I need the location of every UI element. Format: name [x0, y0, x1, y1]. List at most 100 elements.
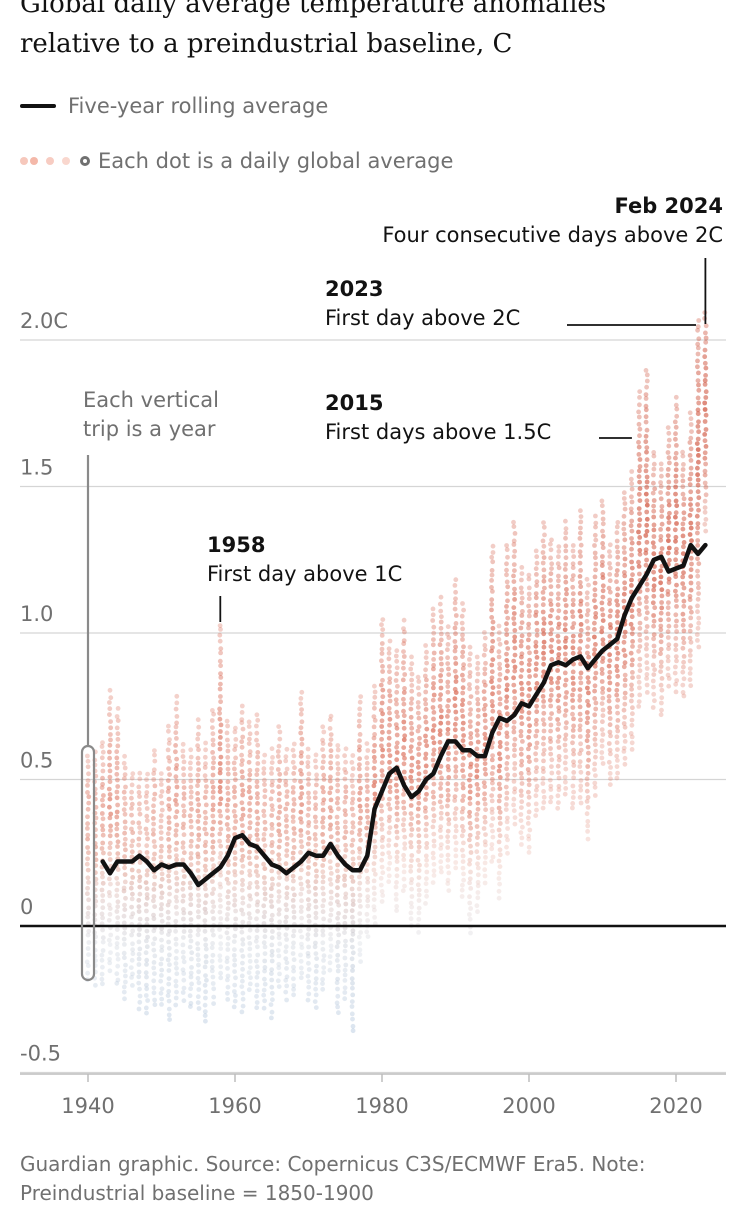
daily-dot — [578, 627, 584, 633]
y-tick-label: 1.0 — [20, 602, 53, 626]
daily-dot — [196, 813, 202, 819]
daily-dot — [497, 881, 502, 887]
daily-dot — [475, 721, 481, 727]
daily-dot — [409, 677, 414, 683]
daily-dot — [696, 336, 702, 342]
source-footer: Guardian graphic. Source: Copernicus C3S… — [20, 1150, 720, 1208]
daily-dot — [335, 743, 341, 748]
daily-dot — [504, 766, 509, 772]
daily-dot — [393, 842, 399, 848]
daily-dot — [240, 774, 245, 780]
daily-dot — [430, 789, 436, 795]
daily-dot — [115, 706, 121, 711]
daily-dot — [482, 849, 488, 855]
daily-dot — [85, 932, 91, 938]
daily-dot — [571, 789, 576, 795]
daily-dot — [490, 816, 496, 821]
daily-dot — [313, 824, 319, 830]
daily-dot — [526, 576, 532, 582]
daily-dot — [608, 733, 613, 739]
daily-dot — [548, 751, 554, 757]
daily-dot — [459, 613, 465, 619]
daily-dot — [210, 891, 215, 896]
daily-dot — [313, 992, 319, 998]
daily-dot — [593, 706, 599, 712]
daily-dot — [379, 778, 384, 784]
daily-dot — [460, 806, 466, 811]
daily-dot — [165, 957, 171, 963]
daily-dot — [180, 990, 186, 995]
daily-dot — [519, 633, 525, 639]
daily-dot — [511, 611, 517, 616]
daily-dot — [644, 474, 650, 480]
daily-dot — [430, 757, 436, 763]
daily-dot — [269, 832, 274, 838]
daily-dot — [159, 871, 165, 877]
daily-dot — [527, 674, 532, 679]
daily-dot — [593, 611, 599, 616]
year-dot-column — [114, 706, 121, 986]
daily-dot — [474, 654, 480, 660]
daily-dot — [313, 904, 319, 910]
daily-dot — [556, 645, 562, 651]
year-dot-column — [518, 565, 525, 847]
daily-dot — [240, 806, 246, 812]
daily-dot — [548, 739, 553, 744]
daily-dot — [607, 601, 612, 607]
daily-dot — [173, 798, 178, 803]
year-dot-column — [312, 752, 319, 1010]
daily-dot — [680, 690, 686, 695]
daily-dot — [637, 612, 642, 617]
year-dot-column — [283, 746, 290, 1003]
daily-dot — [85, 836, 90, 842]
daily-dot — [305, 754, 311, 760]
daily-dot — [564, 720, 569, 726]
daily-dot — [283, 902, 289, 908]
daily-dot — [261, 914, 267, 920]
daily-dot — [431, 662, 436, 668]
daily-dot — [453, 613, 459, 618]
daily-dot — [225, 723, 231, 729]
daily-dot — [195, 946, 201, 952]
daily-dot — [578, 783, 584, 789]
daily-dot — [585, 675, 591, 681]
daily-dot — [702, 521, 708, 527]
daily-dot — [534, 709, 540, 715]
daily-dot — [468, 869, 473, 875]
daily-dot — [349, 874, 355, 880]
daily-dot — [483, 771, 488, 777]
daily-dot — [445, 797, 451, 803]
daily-dot — [210, 909, 216, 915]
daily-dot — [364, 784, 370, 790]
daily-dot — [145, 771, 151, 777]
daily-dot — [386, 747, 392, 753]
daily-dot — [416, 930, 421, 935]
year-dot-column — [467, 644, 474, 936]
daily-dot — [703, 412, 709, 418]
daily-dot — [615, 682, 620, 687]
daily-dot — [437, 642, 443, 648]
daily-dot — [680, 682, 686, 688]
daily-dot — [321, 953, 327, 959]
daily-dot — [445, 793, 451, 798]
daily-dot — [431, 650, 437, 656]
daily-dot — [211, 760, 216, 766]
daily-dot — [452, 668, 458, 674]
daily-dot — [555, 685, 561, 691]
daily-dot — [615, 673, 621, 679]
daily-dot — [438, 859, 444, 865]
daily-dot — [187, 993, 193, 999]
daily-dot — [173, 983, 179, 989]
daily-dot — [335, 926, 341, 932]
daily-dot — [651, 522, 657, 528]
daily-dot — [246, 920, 252, 926]
daily-dot — [474, 746, 480, 752]
daily-dot — [452, 600, 458, 606]
daily-dot — [232, 957, 238, 963]
year-dot-column — [356, 694, 364, 964]
daily-dot — [460, 697, 466, 703]
daily-dot — [122, 836, 128, 842]
daily-dot — [615, 549, 621, 555]
annotation-2015-text: First days above 1.5C — [325, 420, 551, 444]
daily-dot — [203, 893, 209, 898]
